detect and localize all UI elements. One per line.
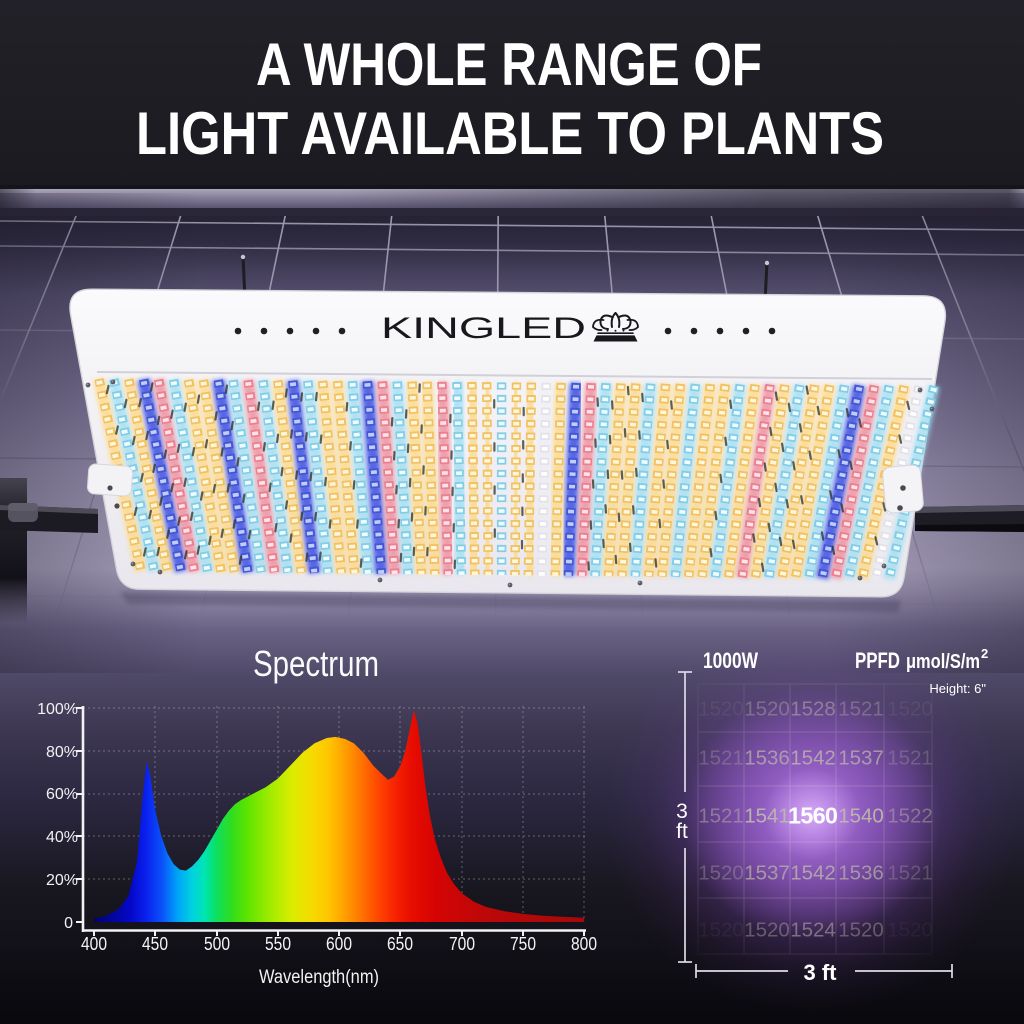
svg-text:1542: 1542 <box>790 862 836 885</box>
svg-text:1520: 1520 <box>698 919 744 942</box>
svg-text:80%: 80% <box>46 744 78 761</box>
svg-text:1524: 1524 <box>790 919 836 942</box>
svg-text:1528: 1528 <box>790 698 836 721</box>
svg-text:1520: 1520 <box>744 919 790 942</box>
svg-text:20%: 20% <box>46 872 78 889</box>
svg-text:550: 550 <box>265 933 291 954</box>
svg-text:1520: 1520 <box>698 862 744 885</box>
svg-text:1520: 1520 <box>887 698 933 721</box>
svg-text:1537: 1537 <box>744 862 790 885</box>
svg-text:40%: 40% <box>46 829 78 846</box>
svg-text:1521: 1521 <box>698 747 744 770</box>
svg-text:1541: 1541 <box>744 805 790 828</box>
svg-text:3: 3 <box>676 800 688 823</box>
svg-text:750: 750 <box>510 933 536 954</box>
svg-text:Spectrum: Spectrum <box>253 643 379 684</box>
svg-text:100%: 100% <box>37 701 78 718</box>
svg-text:Wavelength(nm): Wavelength(nm) <box>259 967 379 988</box>
svg-text:0: 0 <box>64 915 73 932</box>
svg-text:60%: 60% <box>46 786 78 803</box>
svg-text:LIGHT AVAILABLE TO PLANTS: LIGHT AVAILABLE TO PLANTS <box>136 100 884 167</box>
svg-text:ft: ft <box>676 820 688 843</box>
svg-text:600: 600 <box>326 933 352 954</box>
svg-text:400: 400 <box>81 933 107 954</box>
svg-text:650: 650 <box>387 933 413 954</box>
svg-text:1542: 1542 <box>790 747 836 770</box>
svg-text:1520: 1520 <box>698 698 744 721</box>
svg-text:1537: 1537 <box>838 747 884 770</box>
svg-text:1520: 1520 <box>744 698 790 721</box>
svg-text:1521: 1521 <box>887 747 933 770</box>
svg-text:1536: 1536 <box>838 862 884 885</box>
svg-text:PPFD: PPFD <box>855 648 900 673</box>
svg-text:450: 450 <box>142 933 168 954</box>
svg-text:500: 500 <box>204 933 230 954</box>
svg-text:Height: 6": Height: 6" <box>929 681 986 696</box>
svg-text:1522: 1522 <box>887 805 933 828</box>
svg-text:2: 2 <box>981 646 988 661</box>
svg-text:800: 800 <box>571 933 597 954</box>
svg-text:1540: 1540 <box>838 805 884 828</box>
svg-text:1536: 1536 <box>744 747 790 770</box>
svg-text:A WHOLE RANGE OF: A WHOLE RANGE OF <box>256 31 762 98</box>
svg-text:1521: 1521 <box>838 698 884 721</box>
svg-text:1000W: 1000W <box>703 648 758 673</box>
svg-text:μmol/S/m: μmol/S/m <box>906 651 980 673</box>
svg-text:3 ft: 3 ft <box>804 960 838 985</box>
svg-text:1521: 1521 <box>887 862 933 885</box>
svg-text:1520: 1520 <box>887 919 933 942</box>
svg-text:1521: 1521 <box>698 805 744 828</box>
svg-text:700: 700 <box>449 933 475 954</box>
svg-text:KINGLED: KINGLED <box>381 312 586 345</box>
svg-text:1560: 1560 <box>788 803 838 829</box>
svg-text:1520: 1520 <box>838 919 884 942</box>
